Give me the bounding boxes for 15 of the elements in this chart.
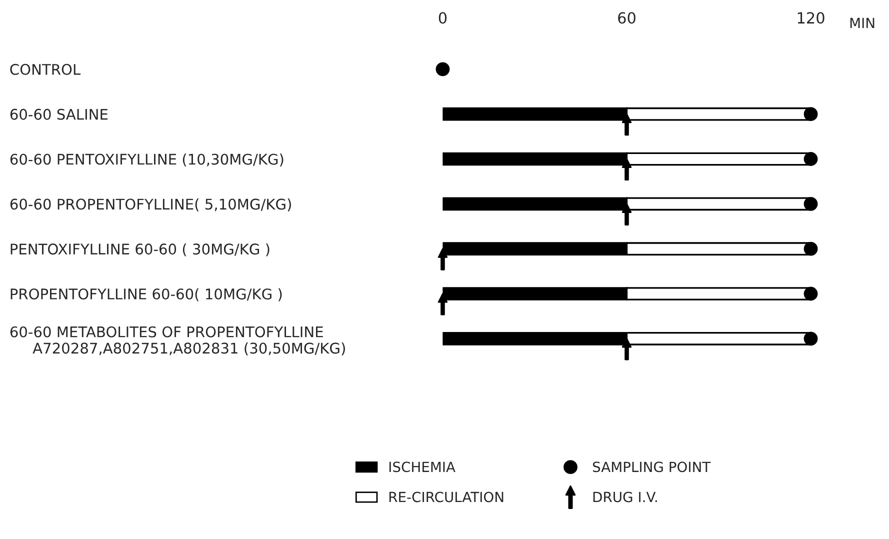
y-tick-label: PROPENTOFYLLINE 60-60( 10MG/KG ) [10,288,282,302]
x-axis-title: MIN [850,18,874,28]
x-tick-label: 120 [798,12,824,24]
x-tick-label: 60 [618,12,636,24]
y-tick-label: 60-60 METABOLITES OF PROPENTOFYLLINE A720287,A802751,A802831 (30,50MG/KG) [10,326,345,356]
y-tick-label: 60-60 PROPENTOFYLLINE( 5,10MG/KG) [10,198,291,212]
legend-label: RE-CIRCULATION [389,492,504,502]
legend-label: DRUG I.V. [593,492,657,502]
legend-label: SAMPLING POINT [592,462,711,472]
x-tick-label: 0 [438,12,447,24]
y-tick-label: 60-60 SALINE [10,108,108,120]
y-tick-label: 60-60 PENTOXIFYLLINE (10,30MG/KG) [10,153,284,166]
legend-label: ISCHEMIA [389,462,456,472]
y-tick-label: PENTOXIFYLLINE 60-60 ( 30MG/KG ) [10,243,270,256]
y-tick-label: CONTROL [10,64,81,75]
